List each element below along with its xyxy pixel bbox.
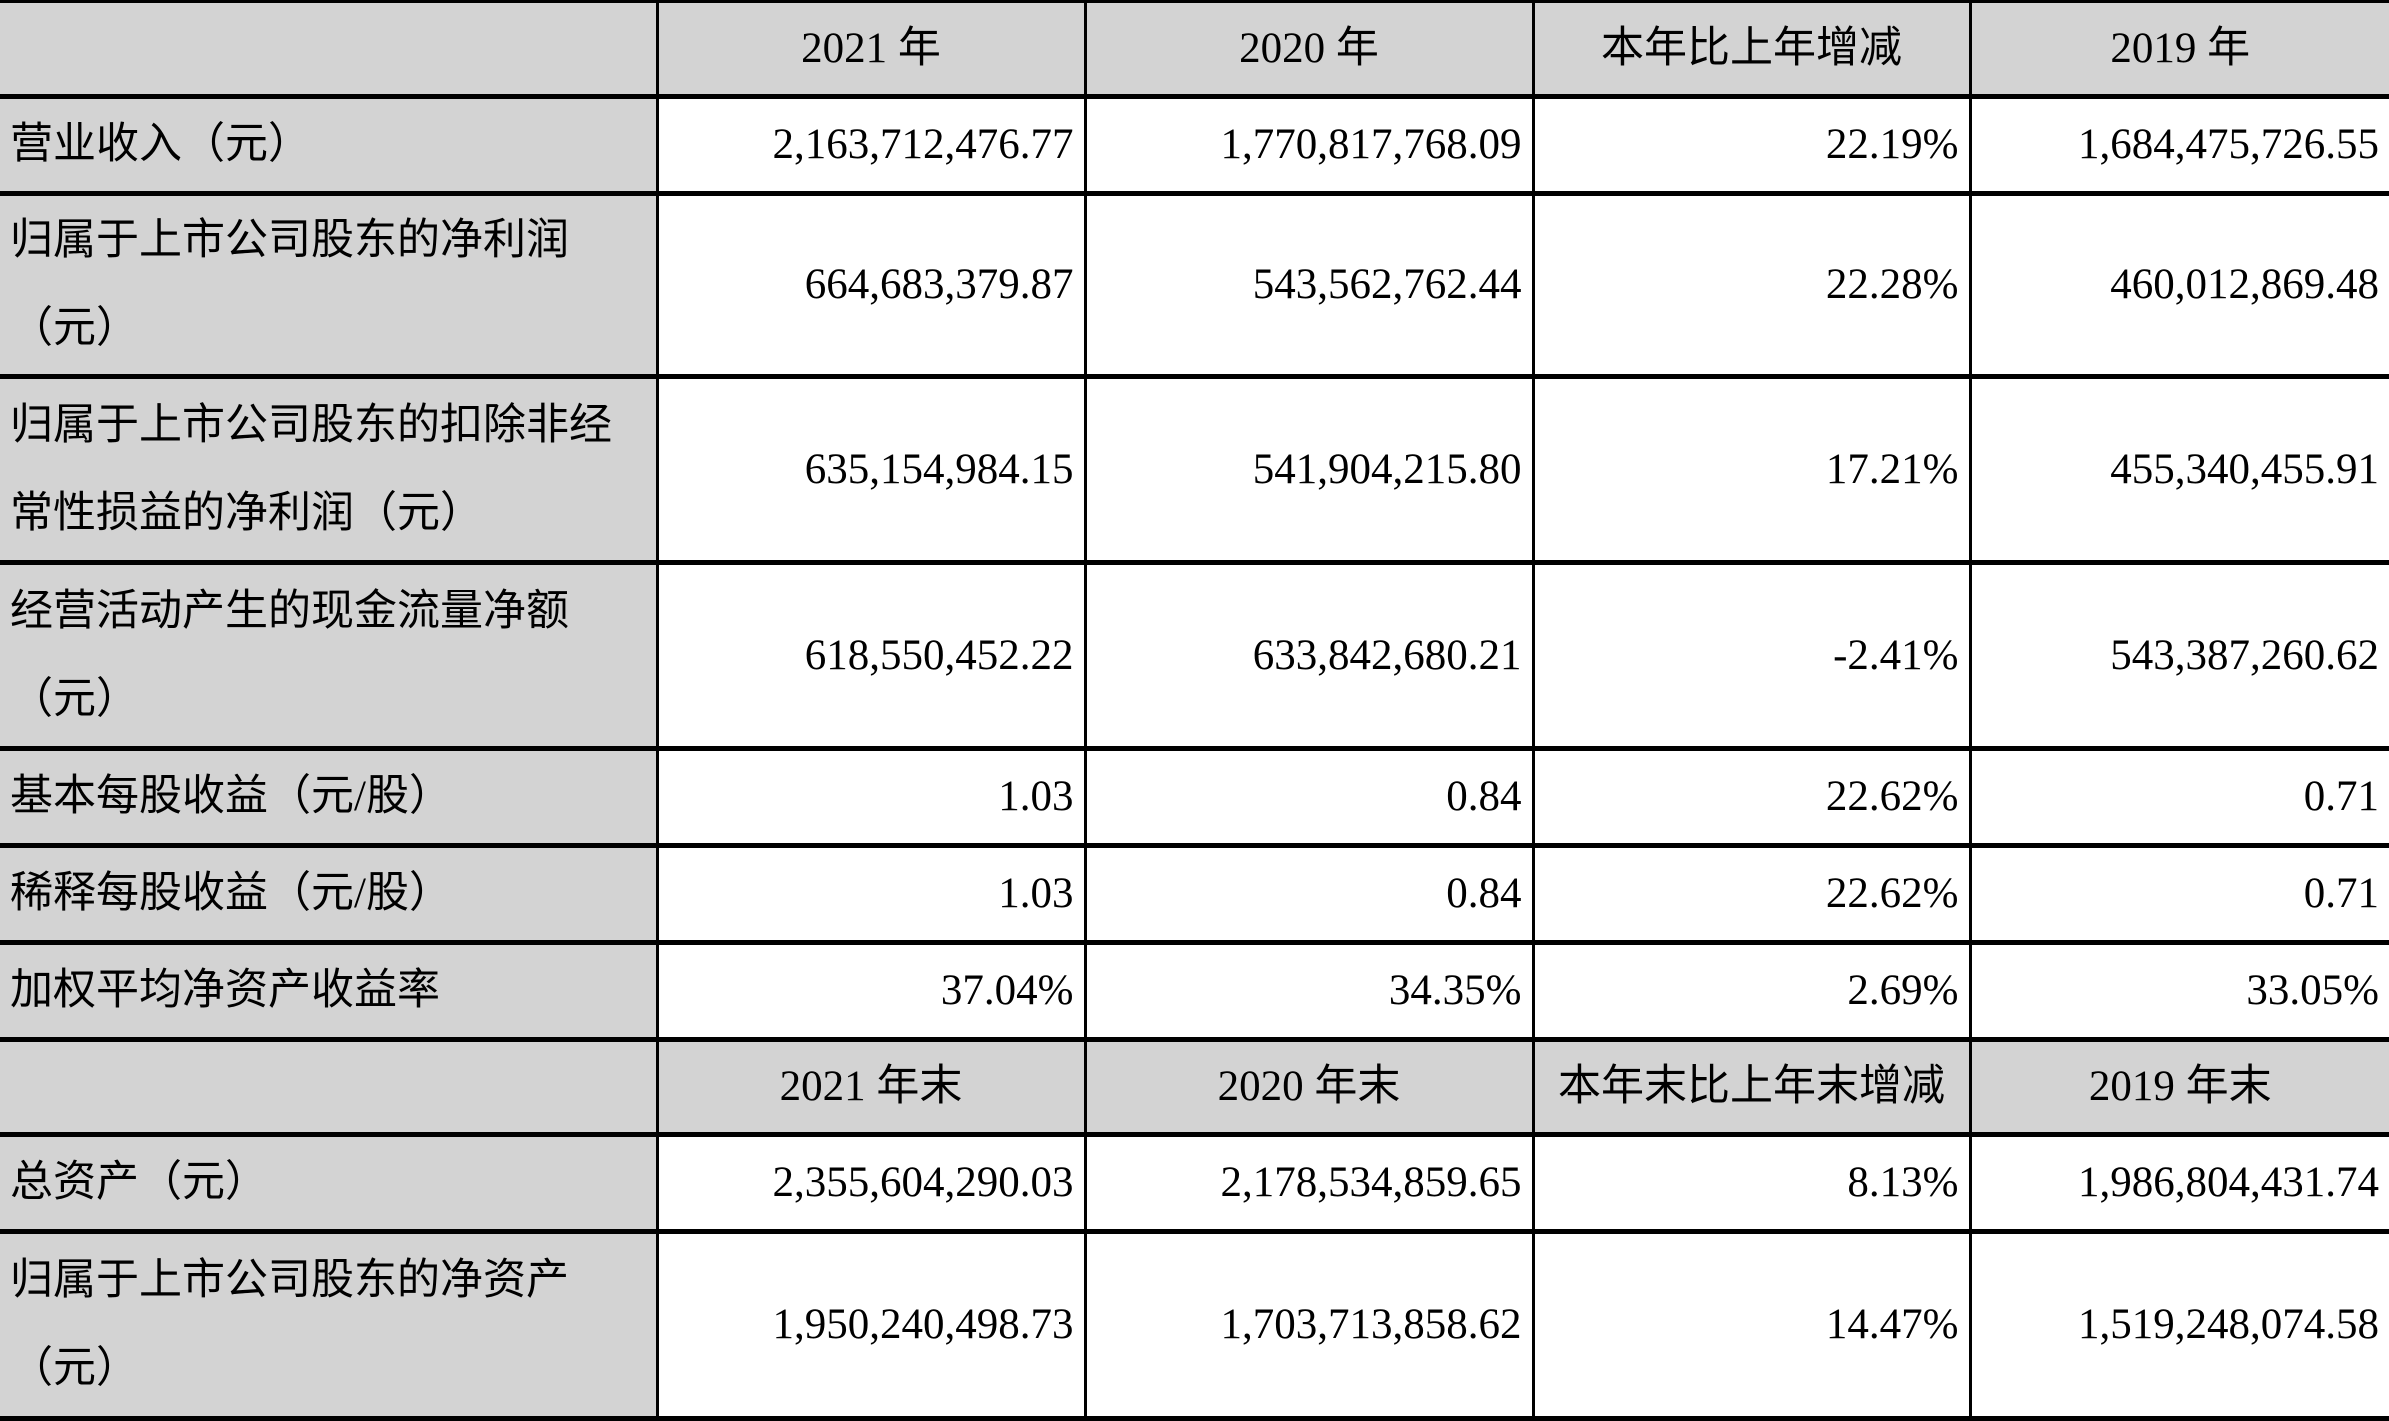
column-header-2019-end: 2019 年末 — [1968, 1039, 2389, 1137]
row-label: 总资产（元） — [0, 1134, 657, 1234]
value-cell: 2,163,712,476.77 — [655, 96, 1085, 196]
value-cell: 541,904,215.80 — [1083, 376, 1533, 565]
value-cell: 22.62% — [1531, 845, 1970, 945]
value-cell: 664,683,379.87 — [655, 193, 1085, 379]
value-cell: 455,340,455.91 — [1968, 376, 2389, 565]
value-cell: 0.71 — [1968, 748, 2389, 848]
value-cell: 22.28% — [1531, 193, 1970, 379]
value-cell: 37.04% — [655, 942, 1085, 1042]
column-header-2020-end: 2020 年末 — [1083, 1039, 1533, 1137]
period-end-header-row: 2021 年末 2020 年末 本年末比上年末增减 2019 年末 — [0, 1039, 2389, 1137]
value-cell: 1,684,475,726.55 — [1968, 96, 2389, 196]
value-cell: 14.47% — [1531, 1231, 1970, 1421]
column-header-2019: 2019 年 — [1968, 1, 2389, 99]
value-cell: 2,178,534,859.65 — [1083, 1134, 1533, 1234]
corner-cell — [0, 1039, 657, 1137]
table-row-net-profit-excl-nonrecurring: 归属于上市公司股东的扣除非经 常性损益的净利润（元） 635,154,984.1… — [0, 376, 2389, 565]
table-row-operating-revenue: 营业收入（元） 2,163,712,476.77 1,770,817,768.0… — [0, 96, 2389, 196]
row-label: 基本每股收益（元/股） — [0, 748, 657, 848]
row-label: 稀释每股收益（元/股） — [0, 845, 657, 945]
table-row-net-profit: 归属于上市公司股东的净利润 （元） 664,683,379.87 543,562… — [0, 193, 2389, 379]
column-header-2021-end: 2021 年末 — [655, 1039, 1085, 1137]
value-cell: 633,842,680.21 — [1083, 562, 1533, 751]
value-cell: 8.13% — [1531, 1134, 1970, 1234]
row-label: 归属于上市公司股东的净资产 （元） — [0, 1231, 657, 1421]
value-cell: 34.35% — [1083, 942, 1533, 1042]
table-row-net-assets: 归属于上市公司股东的净资产 （元） 1,950,240,498.73 1,703… — [0, 1231, 2389, 1421]
value-cell: 0.71 — [1968, 845, 2389, 945]
value-cell: 17.21% — [1531, 376, 1970, 565]
value-cell: -2.41% — [1531, 562, 1970, 751]
row-label: 归属于上市公司股东的净利润 （元） — [0, 193, 657, 379]
value-cell: 22.62% — [1531, 748, 1970, 848]
row-label: 归属于上市公司股东的扣除非经 常性损益的净利润（元） — [0, 376, 657, 565]
value-cell: 618,550,452.22 — [655, 562, 1085, 751]
table-row-weighted-avg-roe: 加权平均净资产收益率 37.04% 34.35% 2.69% 33.05% — [0, 942, 2389, 1042]
value-cell: 22.19% — [1531, 96, 1970, 196]
row-label: 加权平均净资产收益率 — [0, 942, 657, 1042]
value-cell: 543,387,260.62 — [1968, 562, 2389, 751]
column-header-2021: 2021 年 — [655, 1, 1085, 99]
table-row-diluted-eps: 稀释每股收益（元/股） 1.03 0.84 22.62% 0.71 — [0, 845, 2389, 945]
column-header-2020: 2020 年 — [1083, 1, 1533, 99]
value-cell: 1,986,804,431.74 — [1968, 1134, 2389, 1234]
value-cell: 0.84 — [1083, 845, 1533, 945]
column-header-yearend-change: 本年末比上年末增减 — [1531, 1039, 1970, 1137]
corner-cell — [0, 1, 657, 99]
value-cell: 1,950,240,498.73 — [655, 1231, 1085, 1421]
table-row-operating-cash-flow: 经营活动产生的现金流量净额 （元） 618,550,452.22 633,842… — [0, 562, 2389, 751]
value-cell: 543,562,762.44 — [1083, 193, 1533, 379]
value-cell: 460,012,869.48 — [1968, 193, 2389, 379]
value-cell: 635,154,984.15 — [655, 376, 1085, 565]
period-header-row: 2021 年 2020 年 本年比上年增减 2019 年 — [0, 1, 2389, 99]
row-label: 营业收入（元） — [0, 96, 657, 196]
table-row-total-assets: 总资产（元） 2,355,604,290.03 2,178,534,859.65… — [0, 1134, 2389, 1234]
value-cell: 1,703,713,858.62 — [1083, 1231, 1533, 1421]
table-row-basic-eps: 基本每股收益（元/股） 1.03 0.84 22.62% 0.71 — [0, 748, 2389, 848]
value-cell: 2.69% — [1531, 942, 1970, 1042]
value-cell: 2,355,604,290.03 — [655, 1134, 1085, 1234]
value-cell: 33.05% — [1968, 942, 2389, 1042]
value-cell: 1.03 — [655, 748, 1085, 848]
value-cell: 1.03 — [655, 845, 1085, 945]
value-cell: 1,519,248,074.58 — [1968, 1231, 2389, 1421]
column-header-yoy-change: 本年比上年增减 — [1531, 1, 1970, 99]
row-label: 经营活动产生的现金流量净额 （元） — [0, 562, 657, 751]
value-cell: 0.84 — [1083, 748, 1533, 848]
value-cell: 1,770,817,768.09 — [1083, 96, 1533, 196]
